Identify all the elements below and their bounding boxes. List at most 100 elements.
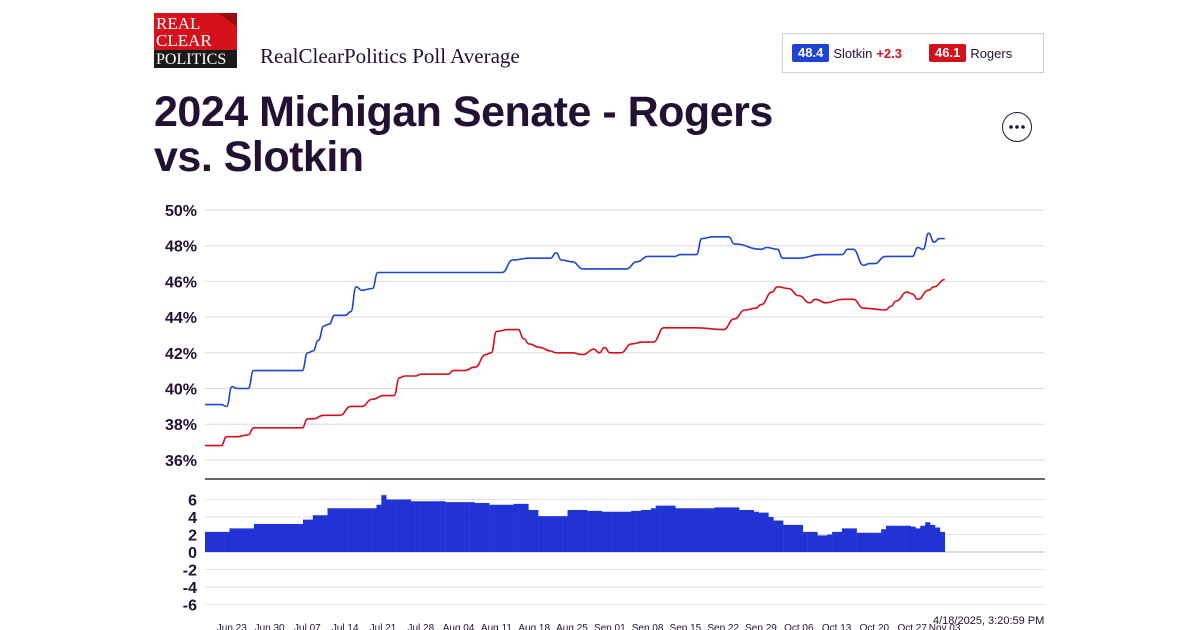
spread-bar (479, 503, 485, 552)
spread-tick-label: 0 (188, 545, 197, 562)
spread-bar (670, 505, 676, 553)
spread-bar (557, 516, 563, 553)
spread-bar (498, 504, 505, 552)
x-tick-label: Sep 22 (707, 623, 739, 630)
spread-bar (258, 524, 265, 552)
spread-bar (244, 528, 250, 553)
spread-bar (484, 503, 490, 552)
spread-bar (219, 531, 225, 553)
legend-item-rogers: 46.1 Rogers (929, 44, 1012, 62)
spread-bar (930, 524, 936, 553)
spread-bar (768, 517, 774, 552)
y-tick-label: 48% (165, 239, 197, 256)
spread-bar (337, 508, 343, 552)
spread-bar (645, 510, 652, 552)
spread-bar (538, 516, 544, 553)
spread-bar (699, 508, 705, 552)
x-tick-label: Aug 25 (556, 623, 588, 630)
spread-bar (665, 505, 671, 553)
spread-bar (386, 499, 392, 552)
spread-bar (792, 524, 799, 553)
x-tick-label: Aug 11 (481, 623, 512, 630)
spread-bar (572, 510, 578, 552)
spread-bar (660, 505, 666, 553)
spread-bar (837, 531, 843, 553)
line-chart-grid (205, 209, 1045, 461)
spread-tick-label: -4 (183, 580, 197, 597)
spread-bar (430, 501, 436, 552)
spread-bar (420, 501, 426, 552)
spread-bar (827, 534, 833, 552)
spread-bar (841, 528, 848, 553)
spread-bar (469, 502, 475, 553)
x-tick-label: Aug 18 (518, 623, 550, 630)
spread-bar (400, 499, 407, 552)
spread-bar (298, 524, 304, 552)
spread-bar (577, 510, 583, 552)
more-options-button[interactable] (1002, 112, 1032, 142)
spread-bar (361, 508, 367, 552)
spread-bar (312, 515, 318, 552)
spread-bar (763, 512, 769, 553)
rcp-logo[interactable]: REAL CLEAR POLITICS (154, 13, 237, 68)
spread-tick-label: -2 (183, 563, 197, 580)
spread-bar (454, 502, 461, 553)
y-tick-label: 50% (165, 203, 197, 220)
spread-bar (851, 528, 857, 553)
spread-bar (890, 525, 897, 552)
spread-bar (812, 531, 818, 553)
spread-bar (939, 531, 946, 553)
spread-bar (758, 512, 764, 553)
spread-bar (881, 529, 887, 552)
y-tick-label: 46% (165, 274, 197, 291)
spread-bar (273, 524, 279, 552)
spread-bar (714, 507, 720, 553)
spread-bar (935, 527, 941, 552)
logo-line-real: REAL (156, 14, 200, 33)
spread-bar (704, 508, 710, 552)
spread-bar (871, 532, 877, 552)
legend-value-slotkin: 48.4 (792, 44, 830, 62)
spread-bar (283, 524, 289, 552)
spread-bar (876, 532, 882, 552)
spread-bar (886, 525, 892, 552)
spread-bar (734, 507, 740, 553)
legend-name-rogers: Rogers (970, 45, 1013, 61)
spread-bar (866, 532, 872, 552)
x-axis-labels: Jun 23 Jun 30 Jul 07 Jul 14 Jul 21 Jul 28 Aug … (217, 623, 961, 630)
series-line-rogers (205, 278, 945, 447)
x-tick-label: Sep 29 (745, 623, 777, 630)
spread-bar (249, 528, 255, 553)
spread-bar (690, 508, 696, 552)
spread-bar (307, 519, 314, 553)
x-tick-label: Oct 06 (784, 623, 814, 630)
timestamp: 4/18/2025, 3:20:59 PM (933, 615, 1045, 627)
spread-bar (523, 503, 529, 553)
spread-bar (719, 507, 725, 553)
spread-bar (440, 501, 446, 552)
spread-bar (802, 531, 808, 553)
line-chart-y-labels: 36% 38% 40% 42% 44% 46% 48% 50% (165, 203, 197, 470)
spread-bar (856, 532, 862, 552)
spread-bar (366, 508, 372, 552)
spread-bar (209, 531, 216, 553)
spread-bar (587, 510, 593, 553)
spread-tick-label: -6 (183, 598, 197, 615)
spread-bar (489, 504, 495, 552)
spread-bar (322, 515, 328, 552)
x-tick-label: Aug 04 (443, 623, 475, 630)
spread-bar (846, 528, 852, 553)
spread-bar (925, 522, 931, 552)
spread-bar (753, 511, 759, 552)
legend-name-slotkin: Slotkin (833, 45, 873, 61)
y-tick-label: 44% (165, 310, 197, 327)
spread-bar (342, 508, 348, 552)
spread-bar (293, 524, 299, 552)
spread-bar (351, 508, 358, 552)
x-tick-label: Oct 27 (897, 623, 927, 630)
spread-bar (739, 510, 745, 552)
spread-bar (494, 504, 500, 552)
y-tick-label: 42% (165, 346, 197, 363)
